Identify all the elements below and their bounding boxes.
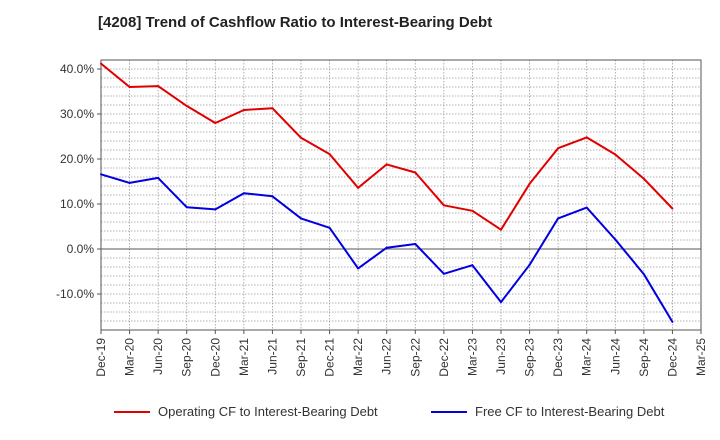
chart-title: [4208] Trend of Cashflow Ratio to Intere… bbox=[98, 14, 493, 31]
data-point-0 bbox=[100, 62, 102, 65]
legend-item-free-cf: Free CF to Interest-Bearing Debt bbox=[431, 404, 664, 419]
data-point-0 bbox=[271, 107, 274, 110]
data-point-1 bbox=[414, 243, 417, 246]
x-tick-label: Dec-23 bbox=[551, 338, 565, 377]
legend: Operating CF to Interest-Bearing Debt Fr… bbox=[0, 404, 720, 426]
data-point-0 bbox=[500, 228, 502, 231]
data-point-0 bbox=[471, 209, 474, 212]
legend-swatch-operating-cf bbox=[114, 410, 150, 413]
x-tick-label: Mar-21 bbox=[237, 338, 251, 376]
x-tick-label: Jun-21 bbox=[265, 338, 279, 375]
data-point-0 bbox=[442, 204, 445, 207]
x-tick-label: Mar-22 bbox=[351, 338, 365, 376]
data-point-1 bbox=[242, 192, 245, 195]
y-tick-label: 30.0% bbox=[60, 107, 94, 121]
y-tick-label: 0.0% bbox=[67, 242, 95, 256]
x-tick-label: Mar-24 bbox=[580, 338, 594, 376]
data-point-1 bbox=[300, 217, 302, 220]
data-point-1 bbox=[614, 238, 617, 241]
x-tick-label: Sep-21 bbox=[294, 338, 308, 377]
data-point-0 bbox=[528, 182, 531, 185]
data-point-0 bbox=[242, 108, 245, 111]
data-point-1 bbox=[328, 226, 331, 229]
x-tick-label: Dec-24 bbox=[665, 338, 679, 377]
x-tick-label: Jun-22 bbox=[380, 338, 394, 375]
x-tick-label: Sep-22 bbox=[408, 338, 422, 377]
data-point-1 bbox=[357, 267, 360, 270]
data-point-0 bbox=[185, 104, 188, 107]
data-point-0 bbox=[385, 163, 388, 166]
x-tick-label: Mar-20 bbox=[123, 338, 137, 376]
data-point-0 bbox=[157, 85, 160, 88]
x-tick-label: Sep-24 bbox=[637, 338, 651, 377]
x-tick-label: Sep-20 bbox=[180, 338, 194, 377]
data-point-1 bbox=[271, 195, 274, 198]
data-point-1 bbox=[642, 273, 645, 276]
data-point-1 bbox=[385, 246, 388, 249]
data-point-0 bbox=[128, 86, 131, 88]
data-point-0 bbox=[300, 136, 302, 139]
data-point-0 bbox=[328, 153, 331, 156]
data-point-0 bbox=[671, 207, 674, 210]
legend-label-operating-cf: Operating CF to Interest-Bearing Debt bbox=[158, 404, 378, 419]
y-tick-label: -10.0% bbox=[56, 287, 94, 301]
x-tick-label: Jun-23 bbox=[494, 338, 508, 375]
x-tick-label: Jun-24 bbox=[608, 338, 622, 375]
data-point-0 bbox=[557, 147, 560, 150]
data-point-1 bbox=[557, 217, 560, 220]
y-tick-label: 40.0% bbox=[60, 62, 94, 76]
legend-swatch-free-cf bbox=[431, 410, 467, 413]
x-tick-label: Dec-19 bbox=[94, 338, 108, 377]
data-point-0 bbox=[357, 186, 360, 189]
data-point-1 bbox=[214, 208, 217, 211]
data-point-1 bbox=[671, 320, 674, 323]
data-point-0 bbox=[614, 153, 617, 156]
y-tick-label: 10.0% bbox=[60, 197, 94, 211]
x-tick-label: Mar-25 bbox=[694, 338, 708, 376]
legend-item-operating-cf: Operating CF to Interest-Bearing Debt bbox=[114, 404, 378, 419]
data-point-1 bbox=[442, 272, 445, 275]
data-point-1 bbox=[585, 206, 588, 209]
plot-border bbox=[100, 59, 702, 331]
x-tick-label: Dec-22 bbox=[437, 338, 451, 377]
y-tick-label: 20.0% bbox=[60, 152, 94, 166]
x-tick-label: Sep-23 bbox=[523, 338, 537, 377]
data-point-1 bbox=[185, 206, 188, 209]
legend-label-free-cf: Free CF to Interest-Bearing Debt bbox=[475, 404, 665, 419]
data-point-1 bbox=[100, 173, 102, 176]
data-point-1 bbox=[157, 176, 160, 179]
x-tick-label: Mar-23 bbox=[465, 338, 479, 376]
data-point-1 bbox=[500, 301, 502, 304]
data-point-0 bbox=[214, 122, 217, 124]
data-point-1 bbox=[471, 264, 474, 267]
x-tick-label: Jun-20 bbox=[151, 338, 165, 375]
data-point-1 bbox=[128, 181, 131, 184]
x-tick-label: Dec-20 bbox=[208, 338, 222, 377]
data-point-0 bbox=[642, 177, 645, 180]
data-point-1 bbox=[528, 263, 531, 266]
data-point-0 bbox=[585, 136, 588, 139]
x-tick-label: Dec-21 bbox=[323, 338, 337, 377]
data-point-0 bbox=[414, 171, 417, 174]
